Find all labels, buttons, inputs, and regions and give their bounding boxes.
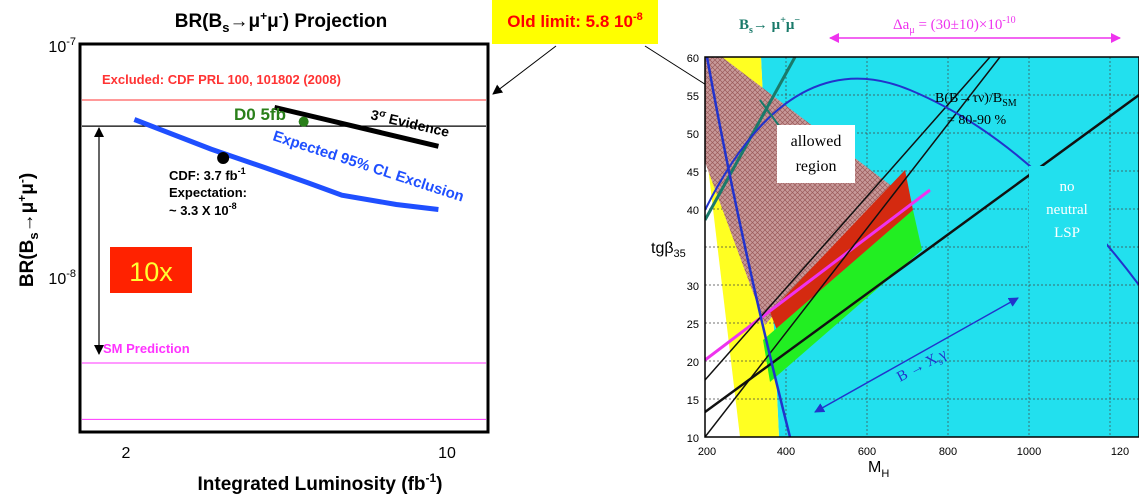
green-region <box>763 210 922 382</box>
bsgamma-arrow <box>814 297 1019 413</box>
allowed-label-line2: region <box>796 158 837 175</box>
old-limit-banner <box>492 0 658 44</box>
left-xtick-2: 2 <box>122 445 131 462</box>
right-x-axis-label: MH <box>868 459 889 480</box>
excluded-label: Excluded: CDF PRL 100, 101802 (2008) <box>102 72 341 87</box>
d0-label: D0 5fb <box>234 105 286 124</box>
left-xtick-10: 10 <box>438 445 456 462</box>
allowed-label-box <box>777 125 855 183</box>
right-xtick: 800 <box>939 446 957 458</box>
right-ytick: 15 <box>687 395 699 407</box>
no-lsp-line1: no <box>1060 179 1075 195</box>
right-ytick: 60 <box>687 53 699 65</box>
factor-label: 10x <box>129 257 173 287</box>
cdf-label-line3: ~ 3.3 X 10-8 <box>169 201 237 218</box>
cdf-label-line2: Expectation: <box>169 185 247 200</box>
right-ytick: 45 <box>687 167 699 179</box>
left-x-axis-label: Integrated Luminosity (fb-1) <box>198 471 443 495</box>
right-xtick: 120 <box>1111 446 1129 458</box>
right-yticks: 60 55 50 45 40 30 25 20 15 10 <box>687 53 699 445</box>
bsmumu-label: Bs→ μ+μ− <box>739 15 800 36</box>
left-plot-title: BR(Bs→μ+μ-) Projection <box>175 9 388 35</box>
right-y-axis-label: tgβ35 <box>651 240 686 260</box>
btau-label-line2: = 80-90 % <box>947 113 1007 128</box>
no-lsp-line3: LSP <box>1054 225 1080 241</box>
allowed-label-line1: allowed <box>791 133 842 150</box>
right-ytick: 20 <box>687 357 699 369</box>
right-ytick: 10 <box>687 433 699 445</box>
old-limit-text: Old limit: 5.8 10-8 <box>507 11 642 31</box>
right-ytick: 50 <box>687 129 699 141</box>
left-ytick-1e-8: 10-8 <box>48 268 76 288</box>
right-plot-frame <box>704 56 1139 438</box>
left-plot-frame <box>78 42 490 434</box>
no-lsp-line2: neutral <box>1046 202 1088 218</box>
red-region <box>770 170 913 338</box>
left-plot: BR(Bs→μ+μ-) Projection BR(Bs→μ+μ-) 10-7 … <box>15 9 490 495</box>
allowed-region <box>705 57 910 325</box>
btau-line-3 <box>705 57 991 381</box>
left-y-axis-label: BR(Bs→μ+μ-) <box>15 173 41 287</box>
factor-box <box>110 247 192 293</box>
btau-line-1 <box>705 93 1139 414</box>
no-lsp-box <box>1029 166 1107 254</box>
left-ytick-1e-7: 10-7 <box>48 36 76 56</box>
right-ytick: 30 <box>687 281 699 293</box>
bsgamma-curve-left <box>705 57 792 437</box>
d0-point <box>298 116 309 127</box>
g-2-lower-line <box>705 188 931 362</box>
delta-a-label: Δaμ = (30±10)×10-10 <box>893 15 1016 36</box>
arrow-to-left-plot <box>492 45 557 95</box>
right-plot: 60 55 50 45 40 30 25 20 15 10 tgβ35 200 … <box>651 15 1139 480</box>
right-ytick: 55 <box>687 91 699 103</box>
right-xtick: 600 <box>858 446 876 458</box>
expected-label: Expected 95% CL Exclusion <box>271 128 466 206</box>
right-ytick: 25 <box>687 319 699 331</box>
cdf-label-line1: CDF: 3.7 fb-1 <box>169 166 246 183</box>
btau-label-line1: B(B→τν)/BSM <box>935 91 1017 109</box>
expected-exclusion-curve <box>133 117 439 212</box>
right-xtick: 400 <box>777 446 795 458</box>
right-xtick: 1000 <box>1017 446 1041 458</box>
right-ytick: 40 <box>687 205 699 217</box>
right-xticks: 200 400 600 800 1000 120 <box>698 446 1129 458</box>
right-xtick: 200 <box>698 446 716 458</box>
sm-prediction-label: SM Prediction <box>103 341 190 356</box>
cdf-point <box>217 152 230 165</box>
btau-line-2 <box>705 57 1001 437</box>
evidence-curve <box>273 104 440 149</box>
